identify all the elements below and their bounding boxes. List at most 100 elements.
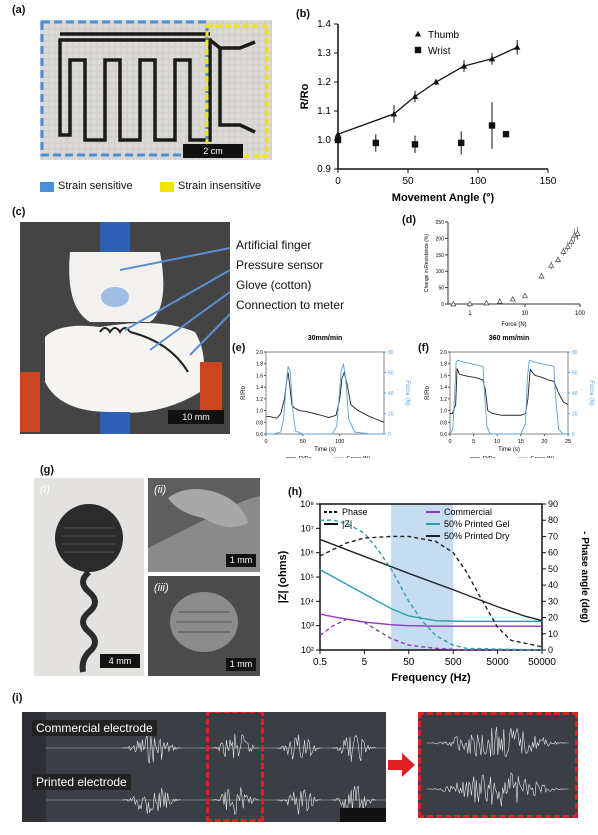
y2-axis-label-e: Force (N) xyxy=(404,380,410,405)
chart-f-360mm-min: 360 mm/min 0 5 10 15 20 25 0.6 0.8 1.0 1.2 1.4 1.6 1.… xyxy=(425,335,594,458)
finger-sensor-photo: 10 mm xyxy=(20,222,230,434)
y-tick-label-b: 1.4 xyxy=(317,19,331,30)
emg-recording-comparison: Commercial electrode Printed electrode xyxy=(22,712,386,822)
chart-e-30mm-min: 30mm/min 0 50 100 0.6 0.8 1.0 1.2 1.4 1.6 1.8 2.0 0 2… xyxy=(241,335,410,458)
sem-image-ii: (ii) 1 mm xyxy=(148,478,260,572)
y2-tick-label-h: 0 xyxy=(548,645,553,655)
y-tick-label-d: 200 xyxy=(436,236,445,242)
x-tick-label-f: 15 xyxy=(518,439,524,445)
y-tick-label-h: 10⁴ xyxy=(300,596,314,606)
y-tick-label-f: 1.2 xyxy=(440,397,447,403)
y2-tick-label-f: 0 xyxy=(572,432,575,438)
printed-electrode-photo: (i) 4 mm xyxy=(34,478,144,676)
strain-sensor-photo: 2 cm xyxy=(40,20,272,160)
y-tick-label-b: 0.9 xyxy=(317,164,331,175)
emg-track-printed-burst xyxy=(332,785,377,812)
panel-label-e: (e) xyxy=(232,342,246,354)
y2-tick-label-f: 60 xyxy=(572,371,578,377)
x-tick-label-f: 5 xyxy=(472,439,475,445)
x-tick-label-h: 5000 xyxy=(486,657,509,668)
data-point-b-thumb xyxy=(390,110,398,117)
data-point-d xyxy=(560,248,567,254)
x-tick-label-f: 0 xyxy=(448,439,451,445)
plot-frame-e xyxy=(265,351,385,435)
data-point-b-wrist xyxy=(372,139,379,147)
scale-bar-c: 10 mm xyxy=(168,410,224,424)
annotation-connection-to-meter: Connection to meter xyxy=(236,298,345,312)
y-tick-label-h: 10⁸ xyxy=(300,499,314,509)
y-tick-label-e: 0.6 xyxy=(256,432,263,438)
y-tick-label-b: 1.1 xyxy=(317,106,331,117)
emg-track-commercial-burst xyxy=(122,734,181,764)
y-tick-label-h: 10⁷ xyxy=(301,523,314,533)
data-point-b-wrist xyxy=(488,122,496,129)
x-tick-label-h: 0.5 xyxy=(313,657,327,668)
emg-track-printed-burst xyxy=(277,789,322,815)
y-tick-label-e: 1.0 xyxy=(256,409,263,415)
legend-label-h-sample: 50% Printed Dry xyxy=(444,531,510,541)
emg-track-printed-burst xyxy=(212,787,259,815)
annotation-pressure-sensor: Pressure sensor xyxy=(236,258,324,272)
y2-tick-label-h: 10 xyxy=(548,629,558,639)
legend-swatch-strain-sensitive xyxy=(40,182,54,192)
y-axis-label-b: R/Ro xyxy=(299,83,311,109)
panel-label-c: (c) xyxy=(12,206,26,218)
emg-track-commercial-burst xyxy=(277,734,322,760)
y-tick-label-d: 0 xyxy=(441,302,444,308)
legend-label-h-sample: Commercial xyxy=(444,507,492,517)
series-line-f-resistance xyxy=(450,368,569,416)
x-tick-label-e: 100 xyxy=(335,439,344,445)
legend-label-e: Force (N) xyxy=(347,456,370,458)
sub-label-g-iii: (iii) xyxy=(154,582,169,594)
sem-image-iii: (iii) 1 mm xyxy=(148,576,260,676)
x-tick-label-h: 50000 xyxy=(528,657,556,668)
x-tick-label-d: 10 xyxy=(522,311,529,317)
y2-tick-label-h: 50 xyxy=(548,564,558,574)
scale-bar-a: 2 cm xyxy=(183,144,243,158)
y2-tick-label-h: 20 xyxy=(548,613,558,623)
panel-label-g: (g) xyxy=(40,464,55,476)
sub-label-g-i: (i) xyxy=(40,484,50,496)
y-tick-label-d: 150 xyxy=(436,253,445,259)
x-tick-label-d: 100 xyxy=(575,311,586,317)
y-tick-label-e: 1.8 xyxy=(256,362,263,368)
x-tick-label-e: 0 xyxy=(264,439,267,445)
y-axis-label-e: R/Ro xyxy=(241,386,247,400)
x-axis-label-f: Time (s) xyxy=(498,447,520,453)
serpentine-trace-drawing xyxy=(40,20,272,160)
y2-tick-label-e: 60 xyxy=(388,371,394,377)
data-point-d xyxy=(483,299,490,306)
y-tick-label-f: 2.0 xyxy=(440,350,447,356)
y2-tick-label-h: 60 xyxy=(548,548,558,558)
panel-label-f: (f) xyxy=(418,342,429,354)
legend-label-b-thumb: Thumb xyxy=(428,30,460,41)
data-point-d xyxy=(574,230,581,236)
y-tick-label-e: 2.0 xyxy=(256,350,263,356)
y-tick-label-d: 250 xyxy=(436,220,445,226)
data-point-d xyxy=(548,262,555,268)
x-tick-label-e: 50 xyxy=(300,439,306,445)
series-line-h xyxy=(319,613,542,627)
data-point-d xyxy=(496,298,503,304)
chart-title-f: 360 mm/min xyxy=(489,335,529,342)
legend-label-h-sample: 50% Printed Gel xyxy=(444,519,510,529)
data-point-b-wrist xyxy=(334,136,342,144)
scale-bar-g-iii: 1 mm xyxy=(226,658,256,671)
y-tick-label-b: 1.3 xyxy=(317,48,331,59)
data-point-b-thumb xyxy=(488,55,496,62)
y2-tick-label-f: 20 xyxy=(572,412,578,418)
y2-tick-label-h: 80 xyxy=(548,515,558,525)
data-point-b-thumb xyxy=(334,131,342,137)
emg-zoom-commercial xyxy=(427,727,569,757)
electrode-drawing xyxy=(34,478,144,676)
x-tick-label-f: 20 xyxy=(541,439,547,445)
panel-label-h: (h) xyxy=(288,486,303,498)
y-tick-label-h: 10⁶ xyxy=(300,548,314,558)
series-line-h xyxy=(319,618,542,651)
y-tick-label-f: 1.4 xyxy=(440,385,447,391)
legend-label-f: R/Ro xyxy=(483,456,496,458)
x-tick-label-f: 10 xyxy=(494,439,500,445)
data-point-d xyxy=(555,256,562,263)
y-tick-label-f: 0.6 xyxy=(440,432,447,438)
scale-bar-g-i: 4 mm xyxy=(100,654,140,668)
